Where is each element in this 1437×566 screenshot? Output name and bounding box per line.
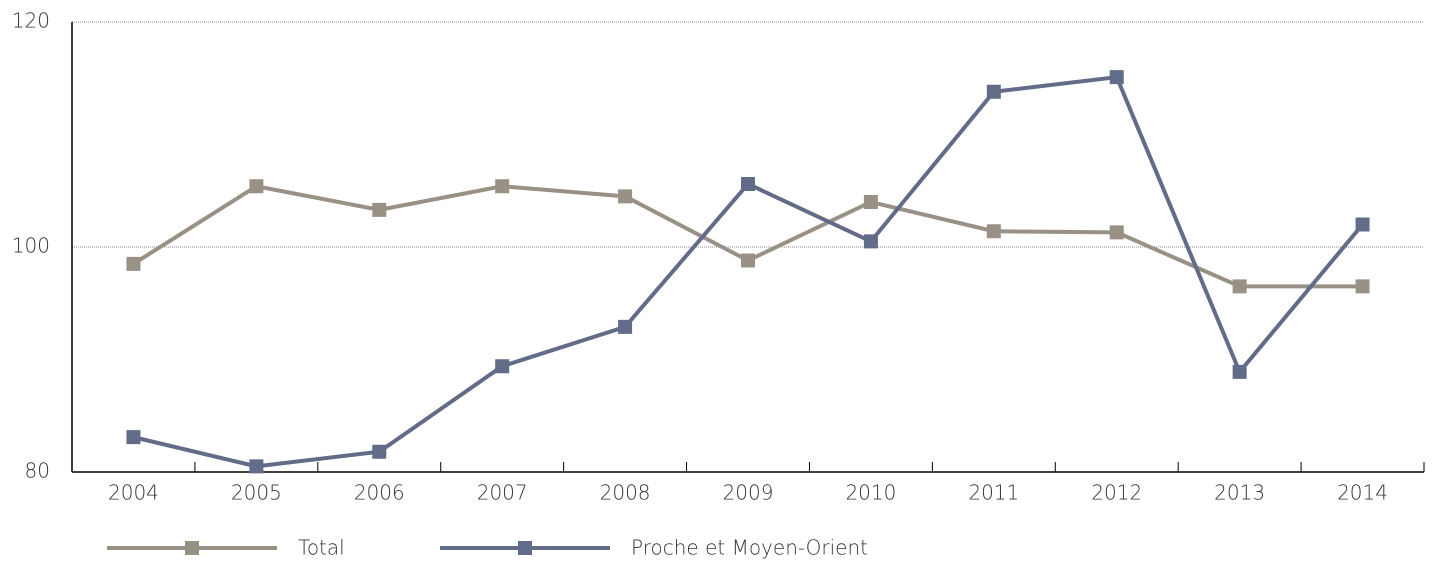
series-line	[132, 74, 1365, 469]
point-marker	[1109, 225, 1124, 240]
x-tick-label: 2007	[477, 481, 528, 505]
point-marker	[372, 444, 387, 459]
x-tick-label: 2014	[1337, 481, 1388, 505]
x-tick-label: 2006	[354, 481, 405, 505]
point-marker	[618, 189, 633, 204]
x-tick-label: 2011	[968, 481, 1019, 505]
legend-label: Total	[298, 536, 345, 560]
y-tick-label: 80	[25, 459, 50, 483]
point-marker	[1355, 217, 1370, 232]
point-marker	[1232, 279, 1247, 294]
x-tick-label: 2010	[845, 481, 896, 505]
point-marker	[863, 195, 878, 209]
point-marker	[249, 179, 264, 194]
point-marker	[495, 359, 510, 374]
point-marker	[863, 234, 878, 249]
point-marker	[495, 179, 510, 194]
legend-marker	[185, 541, 199, 555]
legend-marker	[518, 541, 532, 555]
x-tick-label: 2009	[723, 481, 774, 505]
legend-label: Proche et Moyen-Orient	[631, 536, 868, 560]
x-tick-label: 2008	[600, 481, 651, 505]
point-marker	[741, 177, 755, 191]
point-marker	[372, 202, 387, 217]
point-marker	[1232, 364, 1247, 379]
series-line	[132, 184, 1363, 289]
x-tick-label: 2012	[1091, 481, 1142, 505]
point-marker	[618, 319, 633, 334]
point-marker	[1355, 279, 1370, 294]
y-tick-label: 120	[12, 9, 50, 33]
point-marker	[986, 224, 1001, 239]
point-marker	[126, 430, 141, 445]
x-tick-label: 2004	[108, 481, 159, 505]
x-tick-label: 2013	[1214, 481, 1265, 505]
y-tick-label: 100	[12, 234, 50, 258]
point-marker	[741, 253, 755, 268]
point-marker	[126, 256, 141, 271]
x-tick-label: 2005	[231, 481, 282, 505]
point-marker	[986, 84, 1001, 99]
point-marker	[1109, 70, 1124, 85]
point-marker	[249, 459, 264, 474]
